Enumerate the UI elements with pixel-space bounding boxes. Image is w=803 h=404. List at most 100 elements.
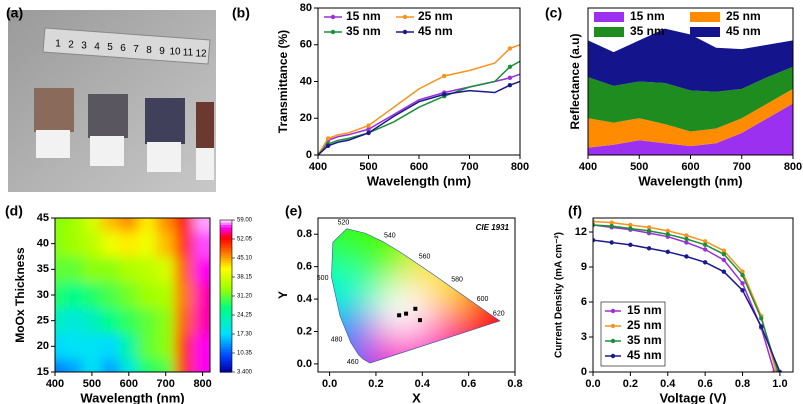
colorbar-segment <box>220 255 232 259</box>
heat-cell <box>64 256 84 283</box>
x-tick-label: 0.8 <box>507 378 522 390</box>
heat-cell <box>101 256 121 283</box>
colorbar-segment <box>220 235 232 239</box>
heat-cell <box>156 282 176 309</box>
colorbar-tick-label: 3.400 <box>237 370 253 376</box>
legend-marker <box>330 29 336 35</box>
legend: 15 nm 25 nm 35 nm 45 nm <box>324 9 453 38</box>
y-tick-label: 25 <box>37 315 49 327</box>
colorbar-segment <box>220 328 232 333</box>
ruler-label: 7 <box>133 44 139 55</box>
legend-label: 15 nm <box>630 9 665 23</box>
x-tick-label: 0.6 <box>461 378 476 390</box>
legend-marker <box>402 14 408 20</box>
y-tick-label: 20 <box>300 112 312 124</box>
legend-label: 25 nm <box>418 9 453 23</box>
heat-cell <box>101 218 121 232</box>
colorbar-segment <box>220 227 232 231</box>
x-tick-label: 0.2 <box>368 378 383 390</box>
colorbar-tick-label: 31.20 <box>237 294 253 300</box>
ruler-label: 9 <box>159 46 165 57</box>
heat-cell <box>174 359 194 372</box>
plot-area <box>593 219 783 372</box>
sample-tab <box>36 130 70 158</box>
y-axis-label: MoOx Thickness <box>13 247 27 343</box>
colorbar-segment <box>220 250 232 254</box>
panel: 3.400 10.35 17.30 24.25 31.20 38.15 45.10 52.05… <box>5 203 253 404</box>
heat-cell <box>156 230 176 257</box>
x-tick-label: 500 <box>83 378 101 390</box>
colorbar-segment <box>220 288 232 292</box>
colorbar-segment <box>220 356 232 360</box>
heat-cell <box>82 218 102 232</box>
x-tick-label: 0.4 <box>660 378 676 390</box>
colorbar-segment <box>220 230 232 234</box>
marker <box>628 226 633 231</box>
marker <box>702 247 708 252</box>
y-axis-label: Y <box>276 291 290 299</box>
heat-cell <box>193 230 210 257</box>
colorbar-segment <box>220 331 232 335</box>
ruler-label: 8 <box>146 45 152 56</box>
heat-cell <box>193 359 210 372</box>
heat-cell <box>119 256 139 283</box>
y-tick-label: 9 <box>581 261 587 273</box>
ruler-label: 11 <box>183 48 194 59</box>
colorbar-segment <box>220 278 232 282</box>
y-tick-label: 12 <box>575 226 587 238</box>
axes-frame <box>592 217 794 373</box>
colorbar-segment <box>220 290 232 295</box>
x-axis-label: Wavelength (nm) <box>638 173 742 188</box>
y-tick-label: 0.8 <box>297 228 312 240</box>
x-tick-label: 700 <box>733 161 751 173</box>
y-tick-label: 0.6 <box>297 261 312 273</box>
legend-swatch <box>690 12 720 22</box>
line <box>318 60 520 155</box>
y-tick-label: 0.2 <box>297 325 312 337</box>
y-tick-label: 30 <box>37 289 49 301</box>
heat-cell <box>101 307 121 334</box>
colorbar-tick-label: 45.10 <box>237 256 253 262</box>
heat-cell <box>82 230 102 257</box>
x-axis-label: X <box>412 390 421 404</box>
heatmap <box>55 218 210 372</box>
heat-cell <box>119 230 139 257</box>
marker <box>665 228 670 234</box>
y-tick-label: 0 <box>306 149 312 161</box>
locus-label: 460 <box>347 359 359 366</box>
colorbar-segment <box>220 354 232 358</box>
marker <box>702 260 708 265</box>
heat-cell <box>138 307 157 334</box>
colorbar-tick-label: 59.00 <box>237 218 253 224</box>
colorbar-segment <box>220 258 232 262</box>
x-tick-label: 500 <box>630 161 648 173</box>
locus-label: 560 <box>419 254 431 261</box>
marker <box>646 228 652 234</box>
colorbar-segment <box>220 252 232 257</box>
colorbar-segment <box>220 303 232 307</box>
sample-tab <box>147 142 181 172</box>
heat-cell <box>156 333 176 360</box>
marker <box>507 64 513 70</box>
x-axis-label: Wavelength (nm) <box>80 390 184 404</box>
marker <box>721 248 727 253</box>
legend-label: 45 nm <box>418 24 453 38</box>
legend-marker <box>610 323 616 329</box>
x-tick-label: 0.4 <box>415 378 431 390</box>
colorbar-segment <box>220 296 232 300</box>
ruler-label: 1 <box>55 39 61 50</box>
colorbar-segment <box>220 316 232 320</box>
point <box>417 318 422 323</box>
colorbar-tick-label: 10.35 <box>237 351 253 357</box>
point <box>404 311 409 316</box>
plot-area <box>331 228 501 364</box>
x-tick-label: 600 <box>120 378 138 390</box>
marker <box>366 127 371 132</box>
heat-cell <box>64 282 84 309</box>
marker <box>702 242 708 248</box>
x-tick-label: 400 <box>309 161 327 173</box>
marker <box>507 75 513 81</box>
ruler-label: 5 <box>107 42 113 53</box>
panel-label: (b) <box>232 5 250 21</box>
heat-cell <box>82 282 102 309</box>
